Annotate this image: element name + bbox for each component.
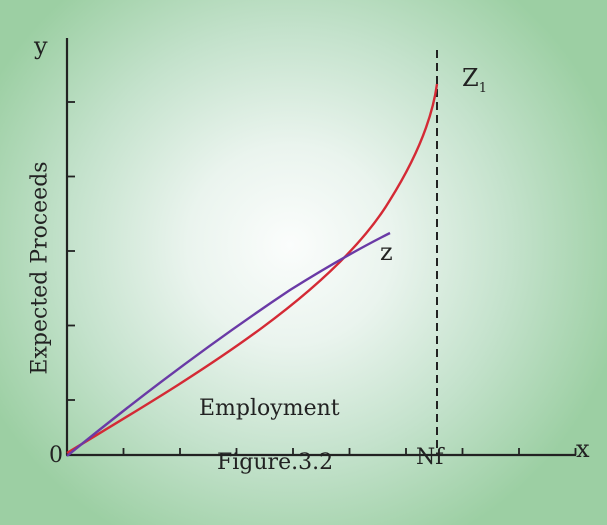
origin-label: 0 bbox=[49, 443, 63, 468]
figure-caption: Figure.3.2 bbox=[217, 450, 334, 475]
x-axis-letter: x bbox=[576, 435, 590, 463]
curve-z-label: z bbox=[380, 238, 393, 266]
curve-z1 bbox=[66, 83, 439, 455]
y-ticks bbox=[67, 101, 75, 401]
x-ticks bbox=[122, 448, 577, 455]
y-axis-title: Expected Proceeds bbox=[27, 161, 53, 375]
curve-z1-label-sub: 1 bbox=[478, 81, 487, 96]
curve-z1-label: Z1 bbox=[462, 64, 487, 96]
x-axis-title: Employment bbox=[199, 396, 340, 421]
curve-z bbox=[66, 231, 391, 457]
full-employment-label: Nf bbox=[416, 445, 444, 470]
y-axis-letter: y bbox=[34, 32, 48, 60]
curve-z1-label-base: Z bbox=[462, 64, 479, 92]
